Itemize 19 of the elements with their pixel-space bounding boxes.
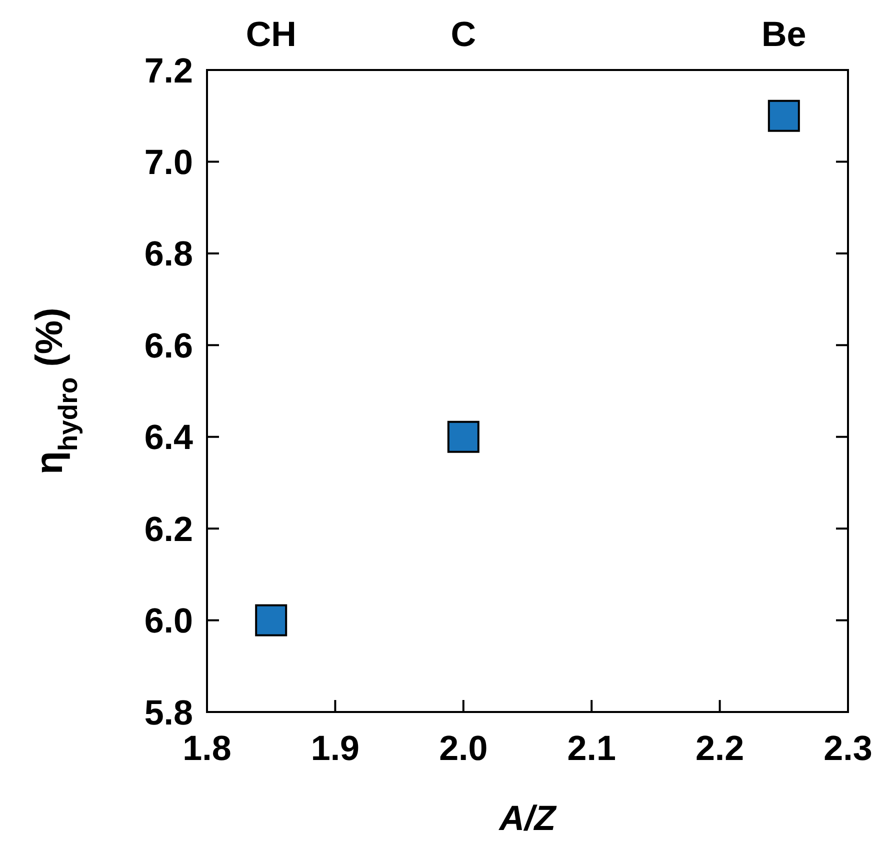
x-tick-label: 2.1: [567, 729, 616, 768]
x-axis-title: A/Z: [498, 799, 558, 838]
y-tick-label: 6.4: [144, 418, 194, 458]
point: [768, 100, 800, 132]
point: [255, 604, 288, 636]
x-tick-label: 1.9: [310, 729, 360, 768]
x-tick-label: 2.3: [824, 729, 872, 768]
x-tick-label: 2.0: [439, 729, 488, 768]
y-tick-label: 6.6: [144, 326, 193, 366]
point: [447, 420, 480, 453]
x-tick-label: 2.2: [695, 729, 744, 768]
y-tick-label: 7.0: [144, 142, 193, 182]
text: Be: [762, 15, 806, 54]
text: CH: [246, 15, 296, 54]
y-tick-label: 6.8: [144, 234, 193, 274]
y-tick-label: 6.0: [144, 602, 193, 641]
text: C: [450, 15, 476, 54]
y-tick-label: 7.2: [144, 51, 193, 90]
y-tick-label: 6.2: [144, 510, 193, 549]
